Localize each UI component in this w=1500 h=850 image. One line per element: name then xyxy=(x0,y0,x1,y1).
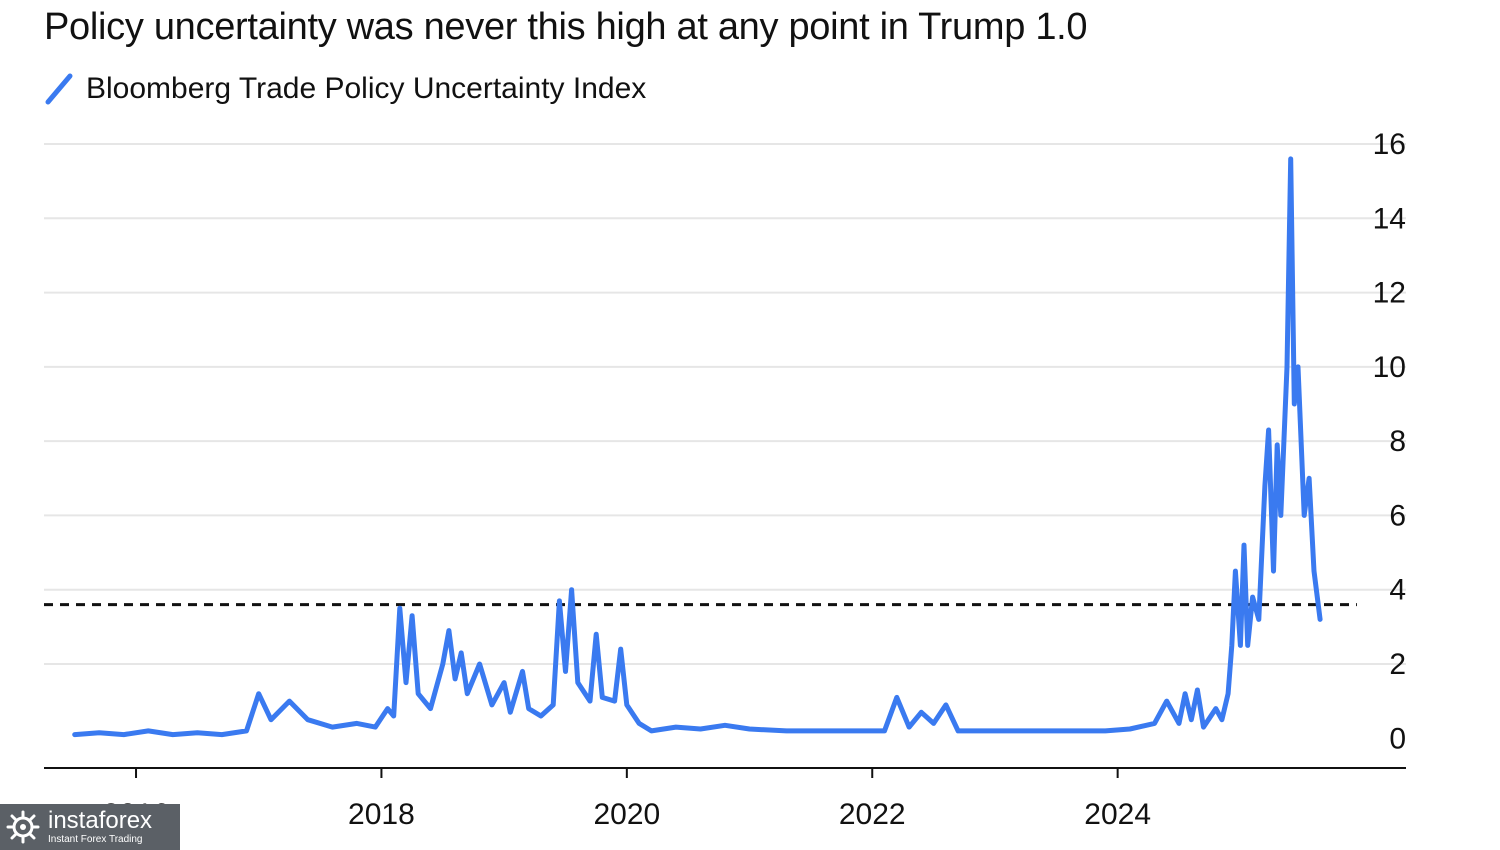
y-tick-label: 16 xyxy=(1373,128,1406,161)
x-tick-label: 2024 xyxy=(1084,798,1151,831)
instaforex-logo-icon xyxy=(6,810,40,844)
x-tick-label: 2020 xyxy=(593,798,660,831)
y-tick-label: 2 xyxy=(1389,648,1406,681)
y-tick-label: 0 xyxy=(1389,722,1406,755)
y-axis-ticks: 0 2 4 6 8 10 12 14 16 xyxy=(1373,128,1406,755)
legend-label: Bloomberg Trade Policy Uncertainty Index xyxy=(86,72,647,105)
y-tick-label: 10 xyxy=(1373,351,1406,384)
series-layer xyxy=(44,156,1357,738)
legend-line-icon xyxy=(45,73,73,105)
y-tick-label: 4 xyxy=(1389,574,1406,607)
x-axis-ticks: 20162018202020222024 xyxy=(44,767,1406,831)
y-tick-label: 12 xyxy=(1373,277,1406,310)
chart-title: Policy uncertainty was never this high a… xyxy=(44,6,1088,48)
y-tick-label: 8 xyxy=(1389,425,1406,458)
watermark-tagline: Instant Forex Trading xyxy=(48,834,143,845)
grid-lines xyxy=(44,143,1406,665)
watermark-badge: instaforex Instant Forex Trading xyxy=(0,804,180,850)
x-tick-label: 2022 xyxy=(839,798,906,831)
x-tick-label: 2018 xyxy=(348,798,415,831)
y-tick-label: 14 xyxy=(1373,202,1406,235)
y-tick-label: 6 xyxy=(1389,499,1406,532)
chart-legend: Bloomberg Trade Policy Uncertainty Index xyxy=(44,72,646,106)
watermark-brand: instaforex xyxy=(48,807,153,834)
series-line xyxy=(72,156,1323,738)
